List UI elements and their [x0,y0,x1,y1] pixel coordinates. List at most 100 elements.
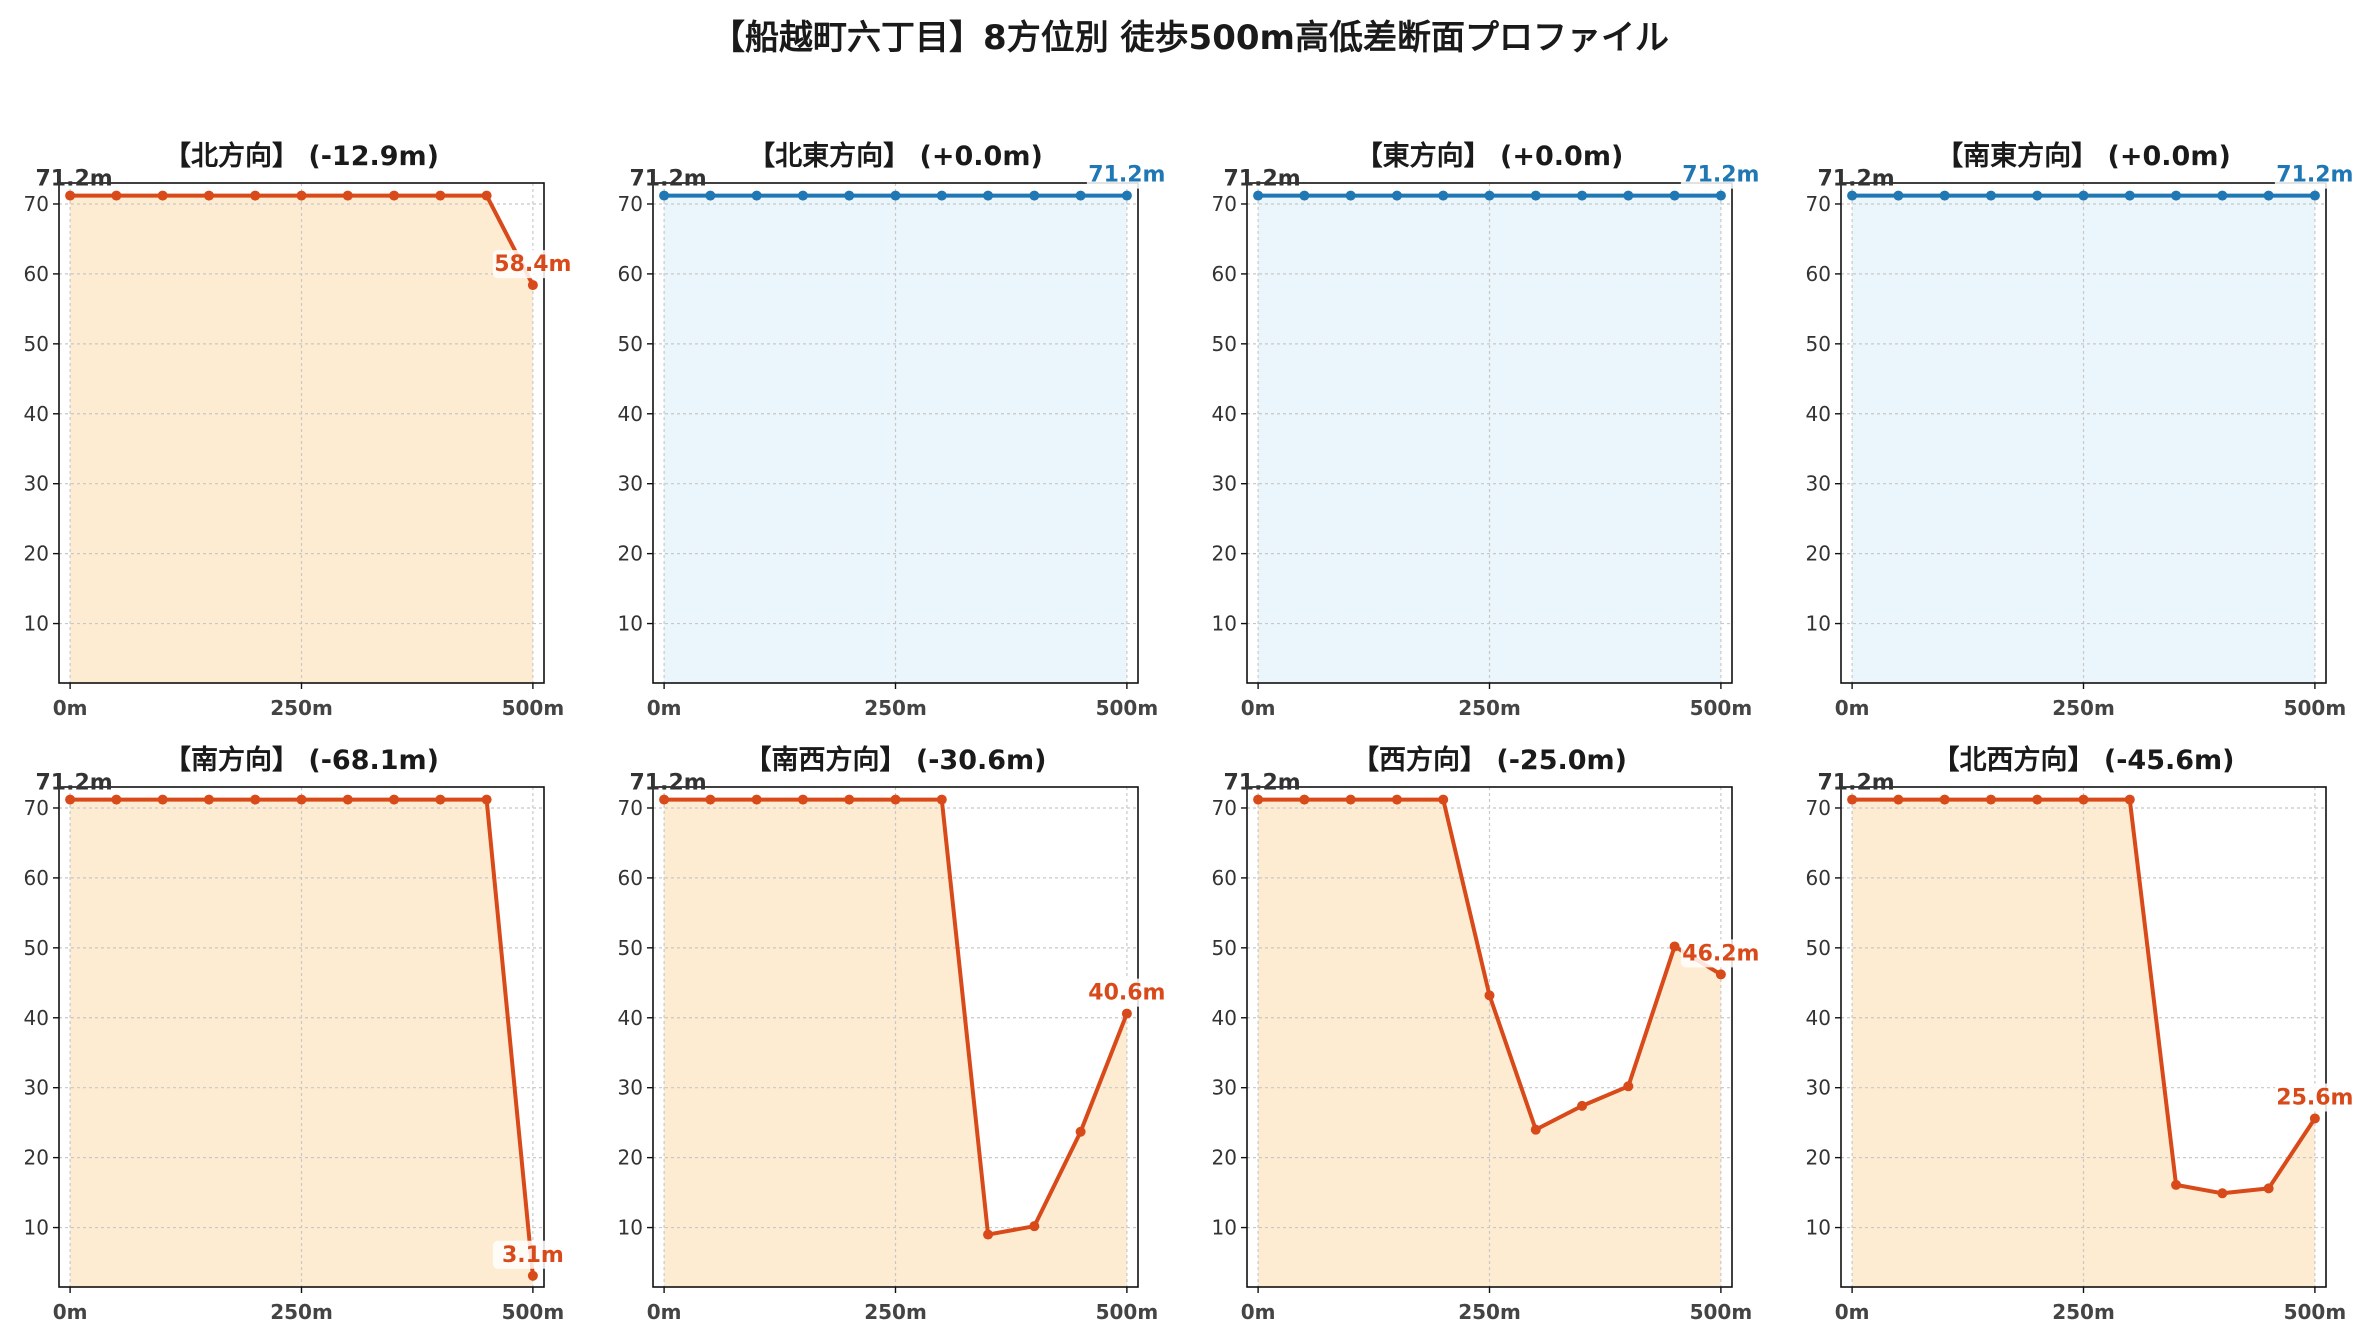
subplot-0: 10 20 30 40 50 60 70 0m 250m 500m 【北方向】 (-12.9m) 71… [24,140,573,720]
profile-area-fill [70,195,533,684]
y-tick-label: 70 [1212,192,1237,216]
data-point [890,794,901,805]
x-tick-label: 0m [1241,696,1276,720]
subplot-3: 10 20 30 40 50 60 70 0m 250m 500m 【南東方向】 (+0.0m) 71… [1806,140,2355,720]
data-point [296,794,307,805]
subplot-6: 10 20 30 40 50 60 70 0m 250m 500m 【西方向】 (-25.0m) 71… [1212,744,1761,1324]
x-tick-label: 500m [502,1300,565,1324]
y-tick-label: 60 [1806,262,1831,286]
data-point [1121,1008,1132,1019]
y-tick-label: 30 [24,472,49,496]
data-point [1715,969,1726,980]
data-point [1893,794,1904,805]
data-point [2124,794,2135,805]
y-tick-label: 30 [24,1076,49,1100]
y-tick-label: 50 [24,332,49,356]
data-point [1391,190,1402,201]
subplot-5: 10 20 30 40 50 60 70 0m 250m 500m 【南西方向】 (-30.6m) 7… [618,744,1167,1324]
subplot-7: 10 20 30 40 50 60 70 0m 250m 500m 【北西方向】 (-45.6m) 7… [1806,744,2355,1324]
data-point [250,190,261,201]
data-point [435,794,446,805]
x-tick-label: 0m [53,696,88,720]
end-elevation-label: 58.4m [494,252,571,277]
data-point [705,190,716,201]
x-tick-label: 500m [2284,1300,2347,1324]
x-tick-label: 0m [647,696,682,720]
data-point [983,1229,994,1240]
data-point [157,794,168,805]
data-point [2217,190,2228,201]
data-point [435,190,446,201]
start-elevation-label: 71.2m [35,167,112,192]
start-elevation-label: 71.2m [1817,771,1894,796]
y-tick-label: 70 [24,796,49,820]
y-tick-label: 20 [618,542,643,566]
data-point [203,794,214,805]
end-label-background [492,250,573,279]
y-tick-label: 60 [618,262,643,286]
profile-area-fill [664,195,1127,684]
y-tick-label: 50 [1806,936,1831,960]
x-tick-label: 500m [1096,696,1159,720]
y-tick-label: 30 [1212,472,1237,496]
y-tick-label: 50 [618,332,643,356]
x-tick-label: 500m [2284,696,2347,720]
y-tick-label: 10 [1806,1216,1831,1240]
data-point [2263,190,2274,201]
data-point [1299,794,1310,805]
end-elevation-label: 40.6m [1088,981,1165,1006]
profile-area-fill [1852,195,2315,684]
data-point [2171,1179,2182,1190]
data-point [936,794,947,805]
y-tick-label: 30 [1806,1076,1831,1100]
y-tick-label: 60 [618,866,643,890]
y-tick-label: 70 [1212,796,1237,820]
y-tick-label: 60 [1806,866,1831,890]
x-tick-label: 500m [1690,1300,1753,1324]
end-elevation-label: 46.2m [1682,941,1759,966]
x-tick-label: 250m [2052,1300,2115,1324]
data-point [1391,794,1402,805]
start-elevation-label: 71.2m [1223,167,1300,192]
data-point [1847,794,1858,805]
y-tick-label: 50 [1212,936,1237,960]
y-tick-label: 10 [24,612,49,636]
data-point [1715,190,1726,201]
y-tick-label: 60 [1212,866,1237,890]
data-point [1299,190,1310,201]
data-point [250,794,261,805]
y-tick-label: 70 [1806,192,1831,216]
subplot-title: 【北西方向】 (-45.6m) [1932,744,2234,776]
y-tick-label: 30 [618,472,643,496]
data-point [1530,190,1541,201]
data-point [890,190,901,201]
x-tick-label: 0m [53,1300,88,1324]
data-point [481,794,492,805]
end-label-background [1680,160,1761,189]
y-tick-label: 70 [618,796,643,820]
data-point [705,794,716,805]
subplot-title: 【北東方向】 (+0.0m) [748,140,1043,172]
data-point [2217,1188,2228,1199]
data-point [1345,794,1356,805]
data-point [481,190,492,201]
data-point [844,794,855,805]
y-tick-label: 40 [618,402,643,426]
data-point [2124,190,2135,201]
x-tick-label: 250m [864,696,927,720]
x-tick-label: 0m [1835,1300,1870,1324]
x-tick-label: 250m [2052,696,2115,720]
y-tick-label: 20 [1212,1146,1237,1170]
data-point [1121,190,1132,201]
data-point [1985,794,1996,805]
data-point [1939,190,1950,201]
data-point [2309,190,2320,201]
data-point [1623,190,1634,201]
end-label-background [1680,939,1761,968]
start-elevation-label: 71.2m [1223,771,1300,796]
data-point [936,190,947,201]
data-point [2078,794,2089,805]
y-tick-label: 40 [1212,402,1237,426]
x-tick-label: 0m [647,1300,682,1324]
end-label-background [1086,160,1167,189]
